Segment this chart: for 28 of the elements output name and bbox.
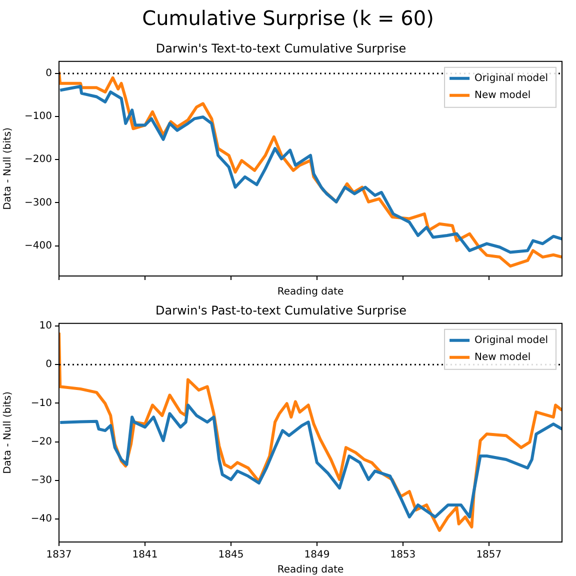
legend-label: Original model <box>474 72 548 84</box>
x-tick-label: 1841 <box>132 550 158 561</box>
y-tick-label: −400 <box>24 240 52 252</box>
chart-subtitle: Darwin's Text-to-text Cumulative Surprise <box>156 41 406 56</box>
chart-title: Darwin's Past-to-text Cumulative Surprise <box>155 303 407 318</box>
y-tick-label: −20 <box>30 436 52 448</box>
x-tick-label: 1853 <box>390 550 416 561</box>
y-tick-label: −10 <box>30 398 52 409</box>
y-axis-title: Data - Null (bits) <box>2 391 14 474</box>
x-tick-label: 1849 <box>304 550 330 561</box>
legend-label: New model <box>474 90 531 101</box>
y-tick-label: −200 <box>24 154 52 166</box>
y-tick-label: 0 <box>46 68 52 80</box>
y-tick-label: −40 <box>30 513 52 524</box>
x-axis-title: Reading date <box>277 564 344 576</box>
x-tick-label: 1845 <box>218 550 244 561</box>
y-tick-label: 0 <box>46 359 52 370</box>
y-tick-label: −300 <box>24 197 52 208</box>
y-tick-label: −30 <box>30 474 52 486</box>
y-tick-label: 10 <box>39 320 52 332</box>
x-tick-label: 1837 <box>46 550 72 561</box>
legend-label: New model <box>474 352 531 363</box>
legend-label: Original model <box>474 334 548 346</box>
chart-title: Cumulative Surprise (k = 60) <box>141 5 435 32</box>
y-tick-label: −100 <box>24 111 52 122</box>
x-tick-label: 1857 <box>476 550 502 561</box>
y-axis-title: Data - Null (bits) <box>2 127 14 210</box>
x-axis-title: Reading date <box>277 286 344 298</box>
